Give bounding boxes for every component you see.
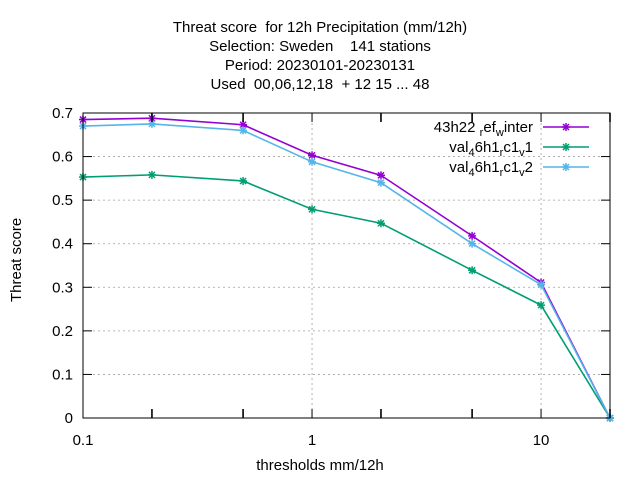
legend-swatch-marker	[562, 123, 570, 131]
x-tick-label: 10	[533, 432, 550, 449]
x-tick-label: 0.1	[73, 432, 94, 449]
marker-stroke	[537, 281, 545, 289]
data-point	[376, 171, 385, 180]
chart-title-line-2: Selection: Sweden 141 stations	[209, 38, 431, 55]
legend-label-part: 4	[468, 147, 474, 159]
y-tick-label: 0.2	[52, 323, 73, 340]
data-point	[468, 231, 477, 240]
legend-label-part: r	[500, 167, 504, 179]
marker-stroke	[308, 158, 316, 166]
series-1	[79, 114, 614, 422]
legend-label: val46h1rc1v1	[449, 139, 533, 159]
x-axis-label: thresholds mm/12h	[256, 457, 384, 474]
series-2	[79, 170, 614, 422]
series-3	[79, 119, 614, 422]
legend-item-1: 43h22 refwinter	[434, 119, 589, 139]
marker-stroke	[562, 163, 570, 171]
marker-stroke	[239, 121, 247, 129]
legend-item-3: val46h1rc1v2	[449, 159, 589, 179]
data-point	[376, 178, 385, 187]
legend-label-part: 1	[525, 139, 533, 156]
marker-stroke	[468, 232, 476, 240]
y-tick-label: 0.5	[52, 192, 73, 209]
data-point	[239, 126, 248, 135]
data-point	[537, 280, 546, 289]
legend-label-part: v	[519, 167, 525, 179]
data-point	[147, 170, 156, 179]
x-tick-label: 1	[308, 432, 316, 449]
legend-label: 43h22 refwinter	[434, 119, 533, 139]
legend-label: val46h1rc1v2	[449, 159, 533, 179]
marker-stroke	[468, 266, 476, 274]
legend-label-part: r	[500, 147, 504, 159]
chart-title-line-4: Used 00,06,12,18 + 12 15 ... 48	[210, 76, 430, 93]
marker-stroke	[239, 177, 247, 185]
series-line	[82, 117, 611, 419]
legend-swatch-marker	[562, 163, 570, 171]
legend-label-part: w	[495, 127, 504, 139]
y-tick-label: 0.3	[52, 279, 73, 296]
chart-title-line-3: Period: 20230101-20230131	[224, 57, 416, 74]
data-point	[537, 301, 546, 310]
y-tick-label: 0.7	[52, 105, 73, 122]
legend-label-part: 6h1	[475, 159, 500, 176]
data-point	[376, 219, 385, 228]
marker-stroke	[148, 120, 156, 128]
data-point	[308, 157, 317, 166]
data-point	[308, 205, 317, 214]
legend-label-part: 6h1	[475, 139, 500, 156]
legend-swatch-marker	[562, 143, 570, 151]
y-tick-label: 0.1	[52, 366, 73, 383]
y-tick-label: 0.4	[52, 236, 73, 253]
marker-stroke	[562, 123, 570, 131]
legend-label-part: 43h22	[434, 119, 480, 136]
series-line	[82, 123, 611, 419]
series-line	[82, 174, 611, 419]
marker-stroke	[562, 143, 570, 151]
y-tick-label: 0	[65, 410, 73, 427]
marker-stroke	[308, 151, 316, 159]
plot-frame	[82, 112, 611, 419]
legend-label-part: ef	[483, 119, 496, 136]
marker-stroke	[377, 179, 385, 187]
marker-stroke	[308, 205, 316, 213]
data-point	[468, 266, 477, 275]
marker-stroke	[148, 171, 156, 179]
data-point	[239, 176, 248, 185]
marker-stroke	[377, 171, 385, 179]
legend-label-part: 2	[525, 159, 533, 176]
legend-label-part: c1	[503, 139, 519, 156]
marker-stroke	[377, 219, 385, 227]
legend-item-2: val46h1rc1v1	[449, 139, 589, 159]
legend-label-part: inter	[504, 119, 533, 136]
legend-label-part: v	[519, 147, 525, 159]
marker-stroke	[537, 301, 545, 309]
marker-stroke	[468, 240, 476, 248]
series-layer	[79, 114, 614, 422]
legend-label-part: c1	[503, 159, 519, 176]
legend-label-part: r	[480, 127, 484, 139]
marker-stroke	[239, 126, 247, 134]
legend-label-part: val	[449, 139, 468, 156]
legend-label-part: val	[449, 159, 468, 176]
legend-label-part: 4	[468, 167, 474, 179]
chart-title-line-1: Threat score for 12h Precipitation (mm/1…	[172, 19, 468, 36]
y-axis-label: Threat score	[8, 217, 25, 302]
data-point	[468, 239, 477, 248]
y-tick-label: 0.6	[52, 149, 73, 166]
tick-layer: 00.10.20.30.40.50.60.70.1 1 10	[52, 105, 611, 449]
